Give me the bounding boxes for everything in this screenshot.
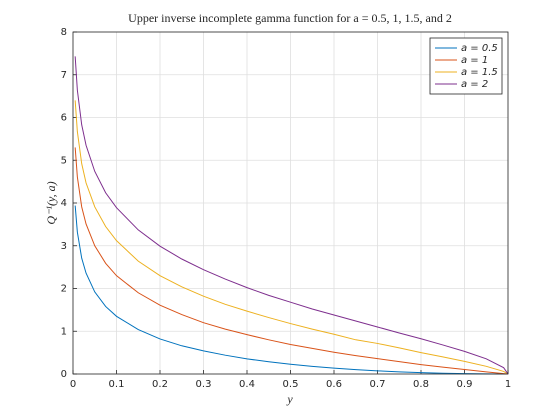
y-axis-label: Q⁻¹(y, a) — [44, 181, 58, 224]
y-tick-label: 2 — [61, 284, 67, 295]
legend-label: a = 1 — [461, 55, 488, 66]
legend-box — [429, 37, 503, 95]
lines — [74, 56, 509, 375]
chart-title: Upper inverse incomplete gamma function … — [128, 11, 452, 25]
y-tick-label: 7 — [61, 70, 67, 81]
legend-label: a = 1.5 — [461, 67, 498, 78]
x-axis-label: y — [286, 392, 293, 406]
y-tick-label: 5 — [61, 155, 67, 166]
x-tick-label: 0.8 — [413, 379, 429, 390]
legend: a = 0.5a = 1a = 1.5a = 2 — [429, 37, 503, 95]
y-tick-label: 4 — [61, 198, 67, 209]
y-tick-label: 1 — [61, 326, 67, 337]
x-tick-label: 0.3 — [196, 379, 212, 390]
legend-label: a = 0.5 — [461, 43, 498, 54]
x-tick-label: 0.4 — [239, 379, 255, 390]
series-line — [74, 147, 509, 375]
x-tick-label: 0.1 — [109, 379, 125, 390]
x-tick-label: 0.9 — [457, 379, 473, 390]
y-tick-label: 6 — [61, 113, 67, 124]
series-line — [74, 100, 509, 375]
x-tick-label: 0.2 — [152, 379, 168, 390]
series-line — [74, 205, 508, 375]
x-tick-label: 0.7 — [370, 379, 386, 390]
x-tick-label: 1 — [505, 379, 511, 390]
x-tick-label: 0.5 — [283, 379, 299, 390]
x-tick-label: 0.6 — [326, 379, 342, 390]
x-tick-label: 0 — [70, 379, 76, 390]
axes-box — [72, 31, 509, 375]
y-tick-label: 3 — [61, 241, 67, 252]
y-tick-label: 0 — [61, 369, 67, 380]
series-line — [74, 56, 509, 375]
y-tick-label: 8 — [61, 27, 67, 38]
legend-label: a = 2 — [461, 79, 488, 90]
